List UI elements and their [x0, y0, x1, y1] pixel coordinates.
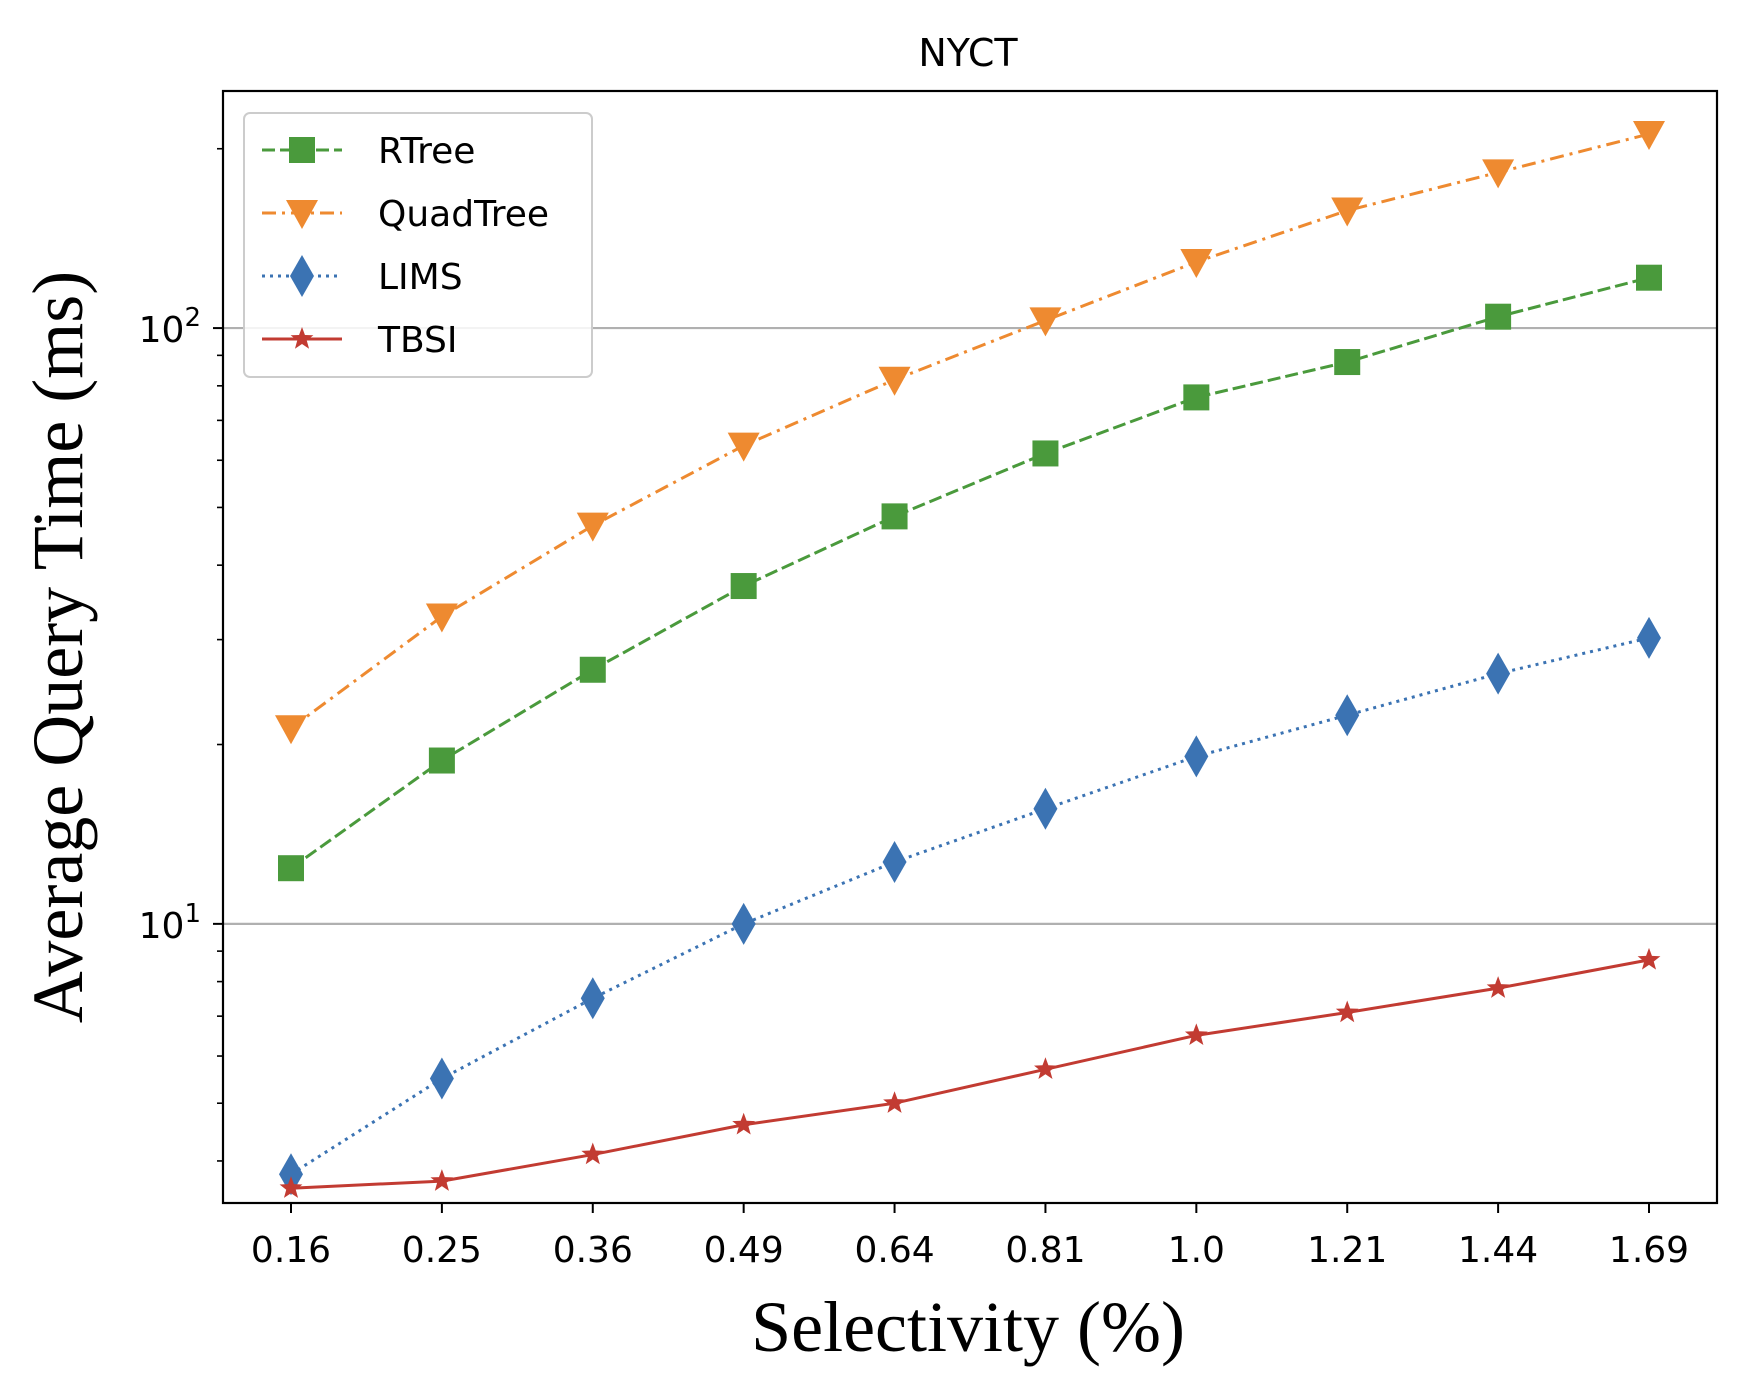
data-point-rtree: [881, 503, 908, 530]
y-axis-ticks: 101 102: [139, 147, 223, 1162]
data-point-tbsi: [732, 1112, 756, 1135]
data-point-rtree: [278, 855, 304, 882]
y-tick-label: 102: [139, 303, 201, 351]
data-point-quadtree: [727, 432, 760, 462]
data-point-tbsi: [1637, 947, 1661, 970]
legend-item-lims: LIMS: [262, 255, 463, 298]
legend-label-rtree: RTree: [378, 131, 475, 172]
data-point-quadtree: [1180, 248, 1213, 278]
legend: RTree QuadTree LIMS TBSI: [243, 112, 593, 378]
series-line-rtree: [290, 276, 1650, 870]
data-point-lims: [429, 1057, 454, 1100]
data-point-tbsi: [1184, 1023, 1208, 1046]
x-axis-ticks: 0.16 0.25 0.36 0.49 0.64 0.81 1.0 1.21 1.44 1.69: [251, 1203, 1689, 1271]
series-line-lims: [290, 636, 1650, 1176]
data-point-rtree: [1183, 384, 1210, 411]
x-tick-label: 0.81: [1005, 1230, 1085, 1271]
x-tick-label: 0.16: [251, 1230, 331, 1271]
data-point-rtree: [579, 656, 606, 683]
data-point-lims: [731, 902, 756, 945]
data-point-tbsi: [430, 1169, 454, 1191]
legend-marker-rtree: [289, 137, 315, 163]
series-line-quadtree: [290, 132, 1650, 730]
chart-title: NYCT: [918, 31, 1018, 75]
data-point-lims: [1335, 694, 1360, 737]
legend-item-rtree: RTree: [262, 131, 475, 172]
data-point-quadtree: [1331, 197, 1364, 227]
legend-label-lims: LIMS: [378, 257, 463, 298]
x-tick-label: 0.64: [854, 1230, 934, 1271]
data-point-lims: [1637, 616, 1661, 659]
legend-label-quadtree: QuadTree: [378, 194, 549, 235]
data-point-tbsi: [279, 1176, 303, 1198]
data-point-quadtree: [425, 603, 458, 633]
x-tick-label: 1.0: [1168, 1230, 1225, 1271]
series-lims: [279, 616, 1661, 1196]
y-axis-label: Average Query Time (ms): [18, 271, 98, 1024]
series-quadtree: [275, 121, 1665, 745]
data-point-rtree: [1334, 349, 1361, 376]
data-point-rtree: [1485, 303, 1512, 330]
data-point-rtree: [1032, 440, 1059, 467]
x-tick-label: 0.36: [553, 1230, 633, 1271]
legend-marker-tbsi: [290, 327, 314, 349]
data-point-quadtree: [1029, 307, 1062, 337]
data-point-quadtree: [1482, 159, 1515, 189]
data-point-tbsi: [1034, 1057, 1057, 1080]
legend-box: [243, 112, 593, 378]
data-point-tbsi: [883, 1091, 906, 1113]
data-point-quadtree: [1633, 121, 1665, 151]
x-tick-label: 1.69: [1609, 1230, 1689, 1271]
legend-item-quadtree: QuadTree: [262, 194, 549, 235]
series-line-tbsi: [290, 958, 1650, 1190]
data-point-quadtree: [576, 512, 609, 542]
data-point-quadtree: [275, 715, 307, 745]
data-point-lims: [882, 841, 907, 884]
legend-marker-quadtree: [286, 200, 318, 229]
data-point-tbsi: [1486, 976, 1510, 998]
series-tbsi: [279, 947, 1661, 1198]
x-tick-label: 1.44: [1458, 1230, 1538, 1271]
data-point-rtree: [1636, 264, 1662, 291]
data-point-lims: [580, 977, 605, 1020]
x-axis-label: Selectivity (%): [751, 1287, 1185, 1367]
data-point-rtree: [428, 747, 455, 774]
data-point-quadtree: [878, 366, 911, 396]
legend-item-tbsi: TBSI: [262, 320, 458, 361]
data-point-rtree: [730, 573, 757, 600]
series-layer: [275, 121, 1665, 1198]
plot-area-frame: [221, 89, 1719, 1205]
data-point-tbsi: [1335, 1000, 1359, 1023]
y-tick-label: 101: [139, 899, 201, 947]
x-tick-label: 1.21: [1307, 1230, 1387, 1271]
x-tick-label: 0.49: [704, 1230, 784, 1271]
legend-marker-lims: [290, 255, 314, 297]
data-point-lims: [1184, 735, 1209, 778]
data-point-lims: [1033, 787, 1058, 830]
series-rtree: [278, 264, 1662, 882]
data-point-tbsi: [581, 1142, 605, 1165]
legend-label-tbsi: TBSI: [377, 320, 458, 361]
data-point-lims: [1486, 652, 1511, 695]
x-tick-label: 0.25: [402, 1230, 482, 1271]
